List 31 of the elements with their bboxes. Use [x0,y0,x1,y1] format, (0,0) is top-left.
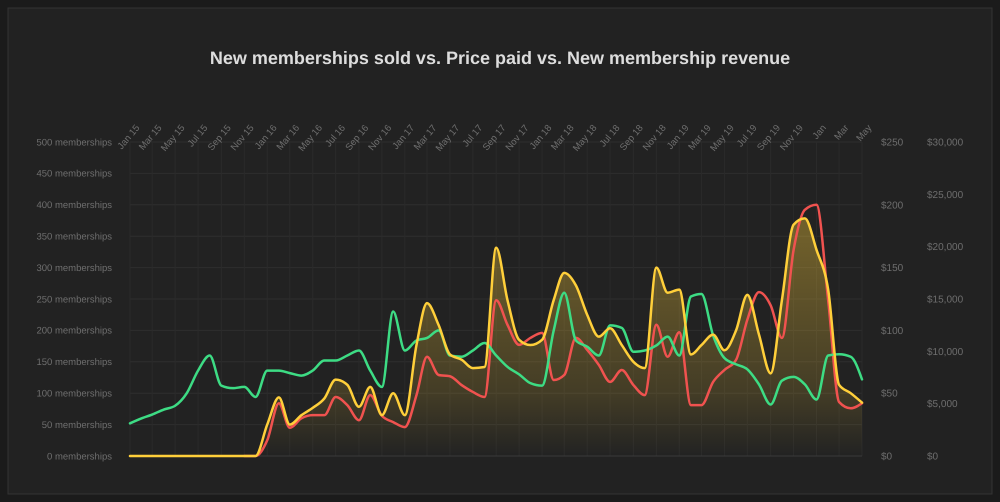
y3-tick-label: $20,000 [927,242,964,254]
y-tick-label: 250 memberships [36,294,112,306]
y2-tick-label: $100 [881,326,904,337]
y-tick-label: 300 memberships [36,262,112,274]
y-tick-label: 50 memberships [42,420,112,431]
y-tick-label: 350 memberships [36,232,112,243]
y2-tick-label: $200 [881,200,904,212]
x-tick-label: Mar [832,122,852,142]
line-series [128,291,864,425]
chart-title: New memberships sold vs. Price paid vs. New membership revenue [210,48,790,68]
y-tick-label: 400 memberships [36,200,112,212]
y-tick-label: 150 memberships [36,357,112,368]
y2-tick-label: $0 [881,452,893,462]
y3-tick-label: $5,000 [927,399,958,410]
x-tick-label: Nov 19 [778,122,806,153]
y3-tick-label: $0 [927,452,939,462]
y-tick-label: 100 memberships [36,388,112,400]
y-tick-label: 500 memberships [36,137,112,148]
y3-tick-label: $25,000 [927,190,964,201]
y3-tick-label: $10,000 [927,346,964,358]
y2-tick-label: $150 [881,263,904,274]
x-tick-label: Nov 15 [228,122,257,153]
y3-tick-label: $30,000 [927,138,964,148]
y2-tick-label: $250 [881,138,904,148]
y-tick-label: 0 memberships [47,451,112,462]
x-tick-label: Jan [810,122,829,142]
y3-tick-label: $15,000 [927,294,964,306]
x-tick-label: Nov 17 [504,122,532,153]
y-tick-label: 200 memberships [36,326,112,337]
y2-tick-label: $50 [881,388,898,400]
y-tick-label: 450 memberships [36,168,112,180]
